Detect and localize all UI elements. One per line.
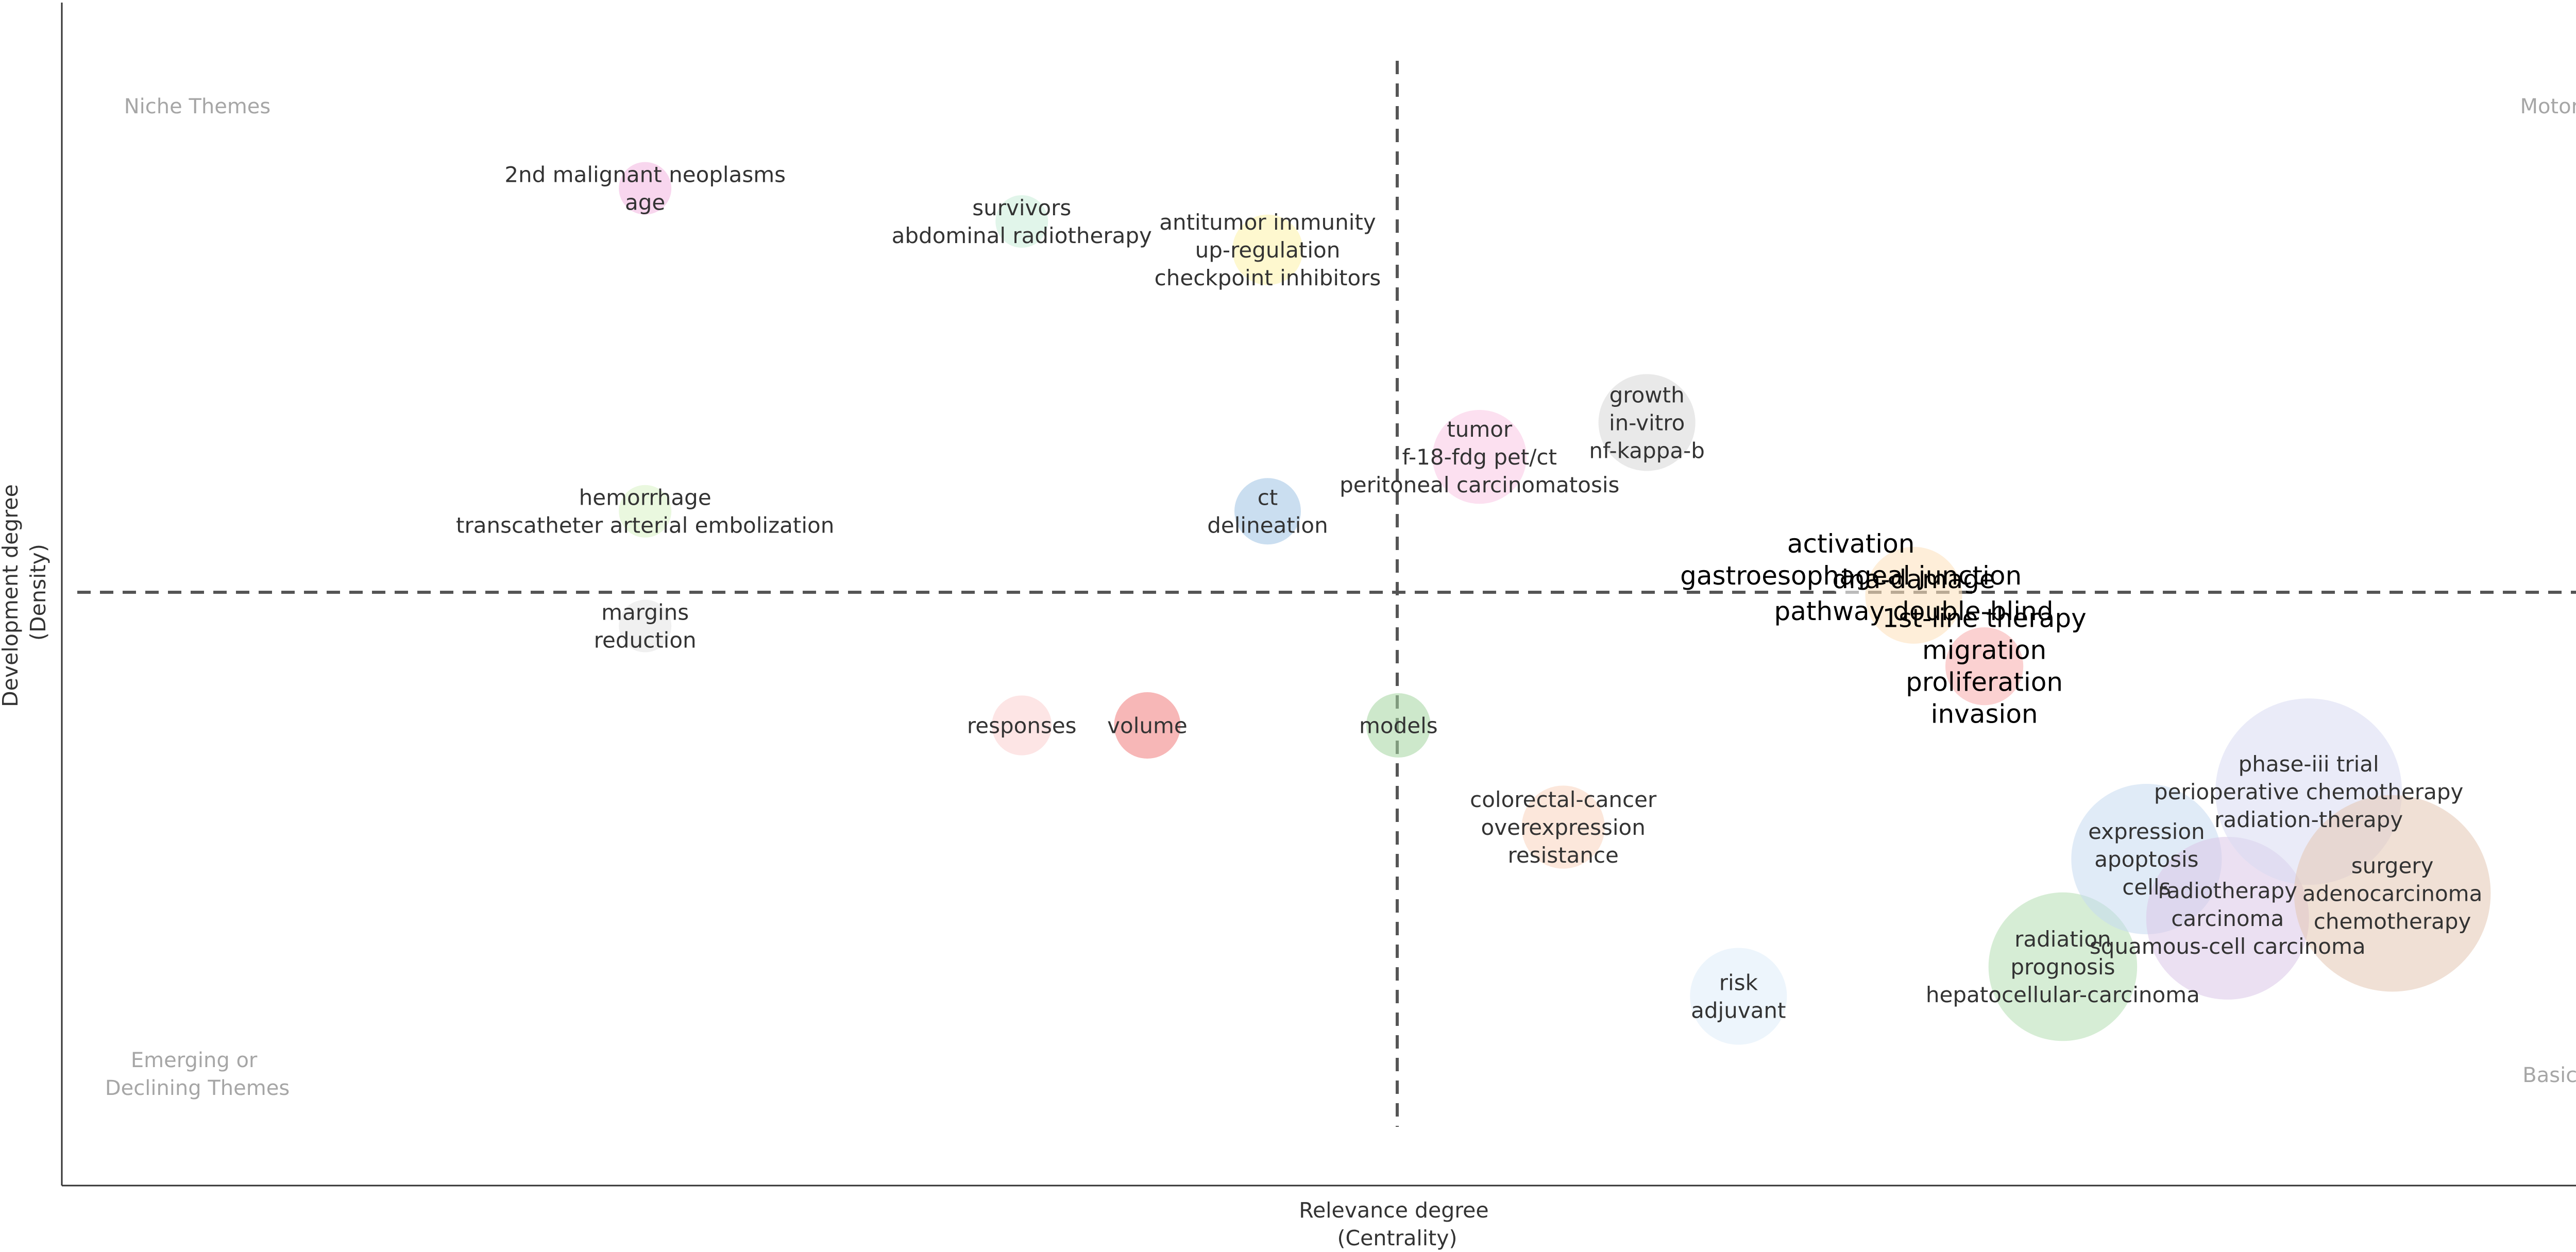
bubble-label-line: adenocarcinoma [2302, 881, 2482, 906]
bubble-label-line: gastroesophageal junction [1680, 561, 2022, 591]
bubble-label-line: dna-damage [1832, 564, 1995, 594]
quadrant-label-basic: Basic Themes [2522, 1064, 2576, 1087]
bubble-label-line: phase-iii trial [2239, 751, 2379, 777]
bubble-label-line: 2nd malignant neoplasms [504, 162, 786, 187]
bubble-label-0: 2nd malignant neoplasms age [504, 162, 786, 215]
bubble-5 [1432, 409, 1527, 504]
bubble-label-line: checkpoint inhibitors [1155, 265, 1381, 290]
bubble-label-line: chemotherapy [2314, 909, 2471, 934]
bubble-15 [1945, 627, 2024, 706]
bubble-20 [2294, 795, 2491, 992]
bubble-label-line: volume [1107, 713, 1188, 738]
bubble-label-17: expression apoptosis cells [2088, 819, 2205, 900]
bubble-10 [1366, 693, 1431, 758]
bubble-label-13: activation gastroesophageal junction [1680, 529, 2022, 591]
bubble-16 [1988, 892, 2138, 1041]
bubble-label-line: f-18-fdg pet/ct [1402, 444, 1557, 470]
bubble-label-15: 1st-line therapy migration proliferation in… [1882, 604, 2086, 729]
bubble-label-7: margins reduction [594, 600, 697, 653]
bubble-8 [992, 695, 1052, 756]
bubble-label-line: responses [967, 713, 1077, 738]
bubble-label-line: models [1359, 713, 1438, 738]
bubble-label-line: nf-kappa-b [1589, 438, 1704, 463]
bubble-label-11: colorectal-cancer overexpression resistanc… [1470, 787, 1657, 868]
bubble-label-line: in-vitro [1609, 410, 1685, 435]
bubble-0 [619, 162, 672, 215]
bubble-label-line: 1st-line therapy [1882, 604, 2086, 633]
bubble-label-line: migration [1922, 636, 2046, 665]
bubble-label-line: proliferation [1906, 667, 2063, 697]
bubble-13 [1816, 524, 1887, 595]
bubble-label-line: tumor [1447, 417, 1513, 442]
bubble-label-9: volume [1107, 713, 1188, 738]
bubble-label-1: survivors abdominal radiotherapy [892, 195, 1152, 248]
bubble-label-line: delineation [1207, 513, 1328, 538]
bubble-label-line: risk [1719, 970, 1758, 995]
bubble-label-line: activation [1787, 529, 1915, 559]
bubble-label-line: squamous-cell carcinoma [2090, 934, 2366, 959]
bubble-label-line: adjuvant [1691, 998, 1786, 1023]
bubble-label-19: phase-iii trial perioperative chemotherap… [2154, 751, 2463, 832]
bubble-label-line: hemorrhage [579, 485, 711, 510]
bubble-7 [619, 599, 672, 653]
bubble-1 [995, 195, 1048, 248]
bubble-layer [619, 162, 2491, 1045]
bubble-label-20: surgery adenocarcinoma chemotherapy [2302, 853, 2482, 934]
x-axis-title: Relevance degree (Centrality) [1299, 1198, 1495, 1250]
quadrant-label-emerging: Emerging or Declining Themes [105, 1049, 290, 1100]
quadrant-label-motor: Motor Themes [2520, 95, 2576, 118]
bubble-label-line: abdominal radiotherapy [892, 223, 1152, 248]
bubble-9 [1114, 692, 1181, 759]
bubble-4 [1234, 478, 1301, 545]
bubble-label-line: apoptosis [2094, 847, 2198, 872]
bubble-label-6: growth in-vitro nf-kappa-b [1589, 382, 1704, 463]
bubble-label-18: radiotherapy carcinoma squamous-cell carci… [2090, 878, 2366, 959]
bubble-label-10: models [1359, 713, 1438, 738]
bubble-label-line: carcinoma [2171, 906, 2284, 931]
bubble-label-3: hemorrhage transcatheter arterial emboliz… [456, 485, 834, 538]
bubble-label-line: up-regulation [1195, 237, 1341, 263]
bubble-label-line: radiation-therapy [2214, 807, 2403, 832]
bubble-label-line: resistance [1508, 843, 1619, 868]
bubble-label-line: peritoneal carcinomatosis [1340, 472, 1619, 498]
bubble-label-line: radiation [2014, 927, 2111, 952]
bubble-14 [1865, 546, 1962, 644]
bubble-label-line: antitumor immunity [1159, 210, 1376, 235]
bubble-label-line: growth [1609, 382, 1685, 407]
bubble-6 [1598, 374, 1696, 471]
bubble-label-line: colorectal-cancer [1470, 787, 1657, 812]
bubble-label-line: pathway double-blind [1774, 596, 2053, 626]
bubble-label-line: surgery [2351, 853, 2434, 879]
bubble-label-8: responses [967, 713, 1077, 738]
bubble-label-4: ct delineation [1207, 485, 1328, 538]
bubble-label-layer: 2nd malignant neoplasms age survivors abdom… [456, 162, 2482, 1023]
bubble-label-2: antitumor immunity up-regulation checkpoin… [1155, 210, 1381, 290]
bubble-label-line: transcatheter arterial embolization [456, 513, 834, 538]
bubble-2 [1232, 214, 1303, 285]
bubble-label-5: tumor f-18-fdg pet/ct peritoneal carcinoma… [1340, 417, 1619, 498]
bubble-label-line: reduction [594, 628, 697, 653]
bubble-3 [619, 485, 672, 538]
bubble-label-16: radiation prognosis hepatocellular-carcino… [1926, 927, 2200, 1007]
bubble-label-line: overexpression [1481, 815, 1646, 840]
bubble-label-12: risk adjuvant [1691, 970, 1786, 1023]
bubble-label-line: age [625, 190, 665, 215]
bubble-label-line: prognosis [2010, 954, 2115, 980]
bubble-label-line: hepatocellular-carcinoma [1926, 982, 2200, 1007]
bubble-18 [2146, 836, 2309, 1000]
bubble-12 [1690, 948, 1787, 1045]
bubble-label-14: dna-damage pathway double-blind [1774, 564, 2053, 626]
bubble-11 [1521, 785, 1605, 869]
bubble-label-line: expression [2088, 819, 2205, 844]
bubble-label-line: ct [1258, 485, 1278, 510]
bubble-label-line: invasion [1931, 699, 2038, 729]
quadrant-label-niche: Niche Themes [124, 95, 271, 118]
bubble-label-line: perioperative chemotherapy [2154, 779, 2463, 804]
y-axis-title: Development degree (Density) [0, 477, 50, 707]
bubble-label-line: radiotherapy [2158, 878, 2297, 903]
bubble-label-line: margins [601, 600, 689, 625]
bubble-label-line: survivors [972, 195, 1071, 220]
bubble-label-line: cells [2122, 874, 2171, 900]
